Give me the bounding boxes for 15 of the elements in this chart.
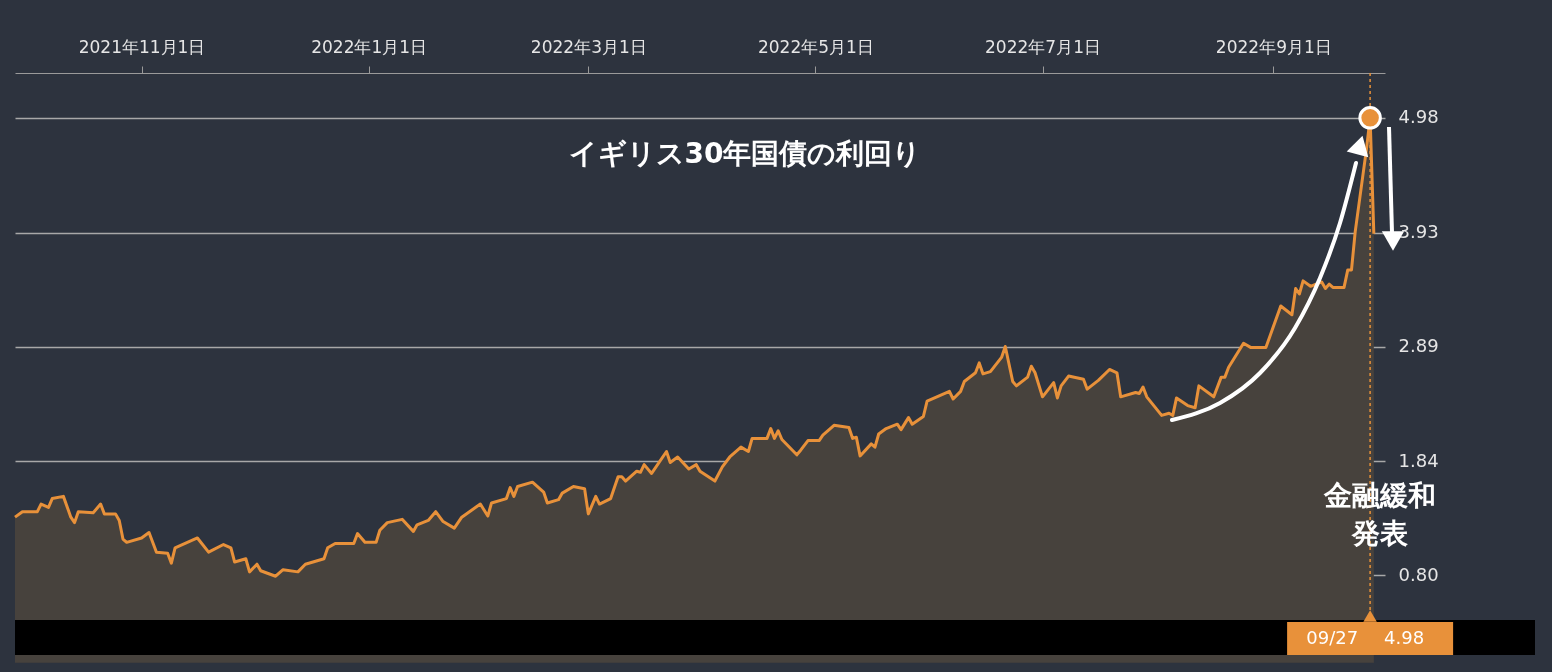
y-tick-label: 0.80: [1398, 563, 1439, 585]
x-tick-label: 2022年1月1日: [311, 36, 428, 57]
x-tick-label: 2022年9月1日: [1215, 36, 1332, 57]
text: 4.98: [1384, 627, 1425, 648]
x-tick-label: 2021年11月1日: [78, 36, 206, 57]
y-tick-label: 2.89: [1398, 335, 1439, 356]
annotation: 金融緩和発表: [1323, 479, 1436, 550]
x-tick-label: 2022年7月1日: [985, 36, 1101, 57]
y-tick-label: 1.84: [1398, 449, 1439, 471]
x-tick-label: 2022年3月1日: [530, 36, 647, 57]
y-tick-label: 4.98: [1398, 106, 1439, 128]
legend-label: 09/27: [1306, 627, 1359, 648]
x-tick-label: 2022年5月1日: [757, 36, 874, 57]
text: イギリス30年国債の利回り: [568, 137, 922, 170]
y-tick-label: 3.93: [1398, 221, 1439, 243]
